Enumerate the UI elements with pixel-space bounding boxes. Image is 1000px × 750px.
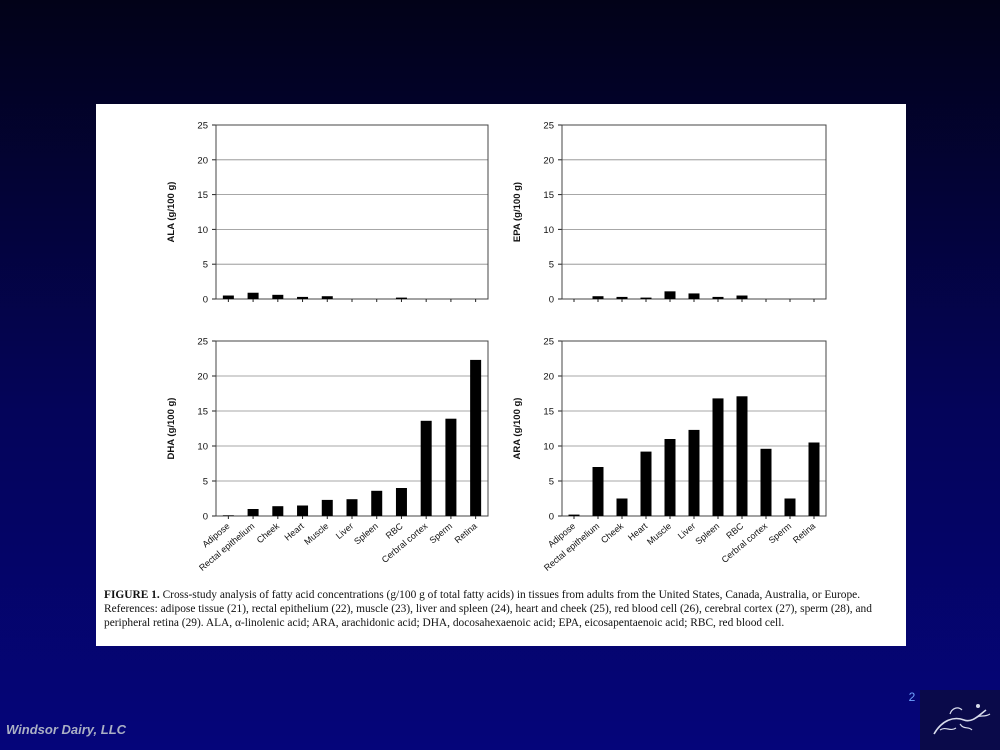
y-tick-label: 25 [197, 337, 208, 348]
y-tick-label: 10 [543, 442, 554, 453]
bar-cheek [272, 506, 284, 516]
bar-sperm [784, 498, 796, 516]
bar-spleen [712, 296, 724, 299]
y-tick-label: 0 [549, 512, 554, 523]
y-tick-label: 20 [543, 155, 554, 166]
company-logo [920, 690, 1000, 750]
bar-cerbral-cortex [760, 448, 772, 516]
y-tick-label: 25 [543, 337, 554, 348]
bar-muscle [321, 499, 333, 516]
caption-text: Cross-study analysis of fatty acid conce… [104, 589, 872, 629]
y-tick-label: 15 [197, 190, 208, 201]
bar-muscle [664, 439, 676, 516]
bar-cheek [616, 498, 628, 516]
bar-rectal-epithelium [592, 467, 604, 516]
y-axis-label: ARA (g/100 g) [512, 398, 523, 460]
bar-rbc [395, 488, 407, 516]
x-tick-label: Sperm [767, 521, 794, 546]
x-tick-label: Sperm [427, 521, 454, 546]
y-tick-label: 5 [549, 477, 554, 488]
x-tick-label: Muscle [302, 521, 330, 547]
bar-cheek [616, 296, 628, 299]
bar-heart [297, 505, 309, 516]
y-tick-label: 25 [197, 121, 208, 132]
footer-company: Windsor Dairy, LLC [6, 722, 127, 737]
bar-adipose [222, 295, 234, 299]
bar-cheek [272, 294, 284, 299]
bar-liver [688, 429, 700, 516]
x-tick-label: Spleen [352, 521, 380, 547]
y-tick-label: 10 [543, 225, 554, 236]
bar-rectal-epithelium [247, 509, 259, 516]
y-tick-label: 5 [549, 260, 554, 271]
y-tick-label: 15 [543, 407, 554, 418]
bar-sperm [445, 418, 457, 516]
y-tick-label: 5 [203, 477, 208, 488]
bar-adipose [568, 514, 580, 516]
y-tick-label: 15 [197, 407, 208, 418]
y-tick-label: 20 [543, 372, 554, 383]
x-tick-label: Retina [791, 521, 817, 545]
plot-frame [561, 124, 827, 300]
bar-retina [808, 442, 820, 516]
bar-muscle [321, 296, 333, 299]
x-tick-label: Spleen [693, 521, 721, 547]
y-tick-label: 0 [203, 512, 208, 523]
bar-rectal-epithelium [247, 292, 259, 299]
plot-frame [215, 124, 489, 300]
bar-rectal-epithelium [592, 296, 604, 299]
x-tick-label: Muscle [645, 521, 673, 547]
bar-heart [640, 297, 652, 299]
bar-rbc [736, 295, 748, 299]
bar-rbc [736, 396, 748, 516]
bar-rbc [395, 297, 407, 299]
y-tick-label: 20 [197, 372, 208, 383]
y-tick-label: 10 [197, 225, 208, 236]
bar-retina [470, 359, 482, 516]
y-tick-label: 5 [203, 260, 208, 271]
x-tick-label: Cerbral cortex [380, 521, 430, 565]
bar-muscle [664, 291, 676, 299]
y-axis-label: DHA (g/100 g) [166, 398, 177, 460]
y-tick-label: 0 [203, 295, 208, 306]
y-tick-label: 25 [543, 121, 554, 132]
x-tick-label: Retina [453, 521, 479, 545]
chart-1: 0 5 10 15 20 25 ALA (g/100 g) [166, 121, 489, 306]
x-tick-label: Cheek [255, 521, 282, 546]
y-tick-label: 0 [549, 295, 554, 306]
charts-canvas: 0 5 10 15 20 25 ALA (g/100 g) 0 5 10 15 20 25 EPA (g/… [166, 121, 827, 573]
y-tick-label: 15 [543, 190, 554, 201]
bar-liver [346, 499, 358, 516]
caption-label: FIGURE 1. [104, 589, 160, 601]
figure-caption: FIGURE 1. Cross-study analysis of fatty … [104, 588, 900, 630]
bar-spleen [371, 490, 383, 516]
y-tick-label: 20 [197, 155, 208, 166]
bar-liver [688, 293, 700, 299]
bar-cerbral-cortex [420, 420, 432, 516]
x-tick-label: Cheek [599, 521, 626, 546]
bar-heart [640, 451, 652, 516]
page-number: 2 [908, 690, 916, 704]
chart-2: 0 5 10 15 20 25 EPA (g/100 g) [512, 121, 827, 306]
y-axis-label: ALA (g/100 g) [166, 182, 177, 243]
figure-panel: 0 5 10 15 20 25 ALA (g/100 g) 0 5 10 15 20 25 EPA (g/… [96, 104, 906, 646]
y-axis-label: EPA (g/100 g) [512, 182, 523, 242]
bar-adipose [222, 515, 234, 516]
x-tick-label: Cerbral cortex [720, 521, 770, 565]
bar-heart [297, 296, 309, 299]
y-tick-label: 10 [197, 442, 208, 453]
bar-spleen [712, 398, 724, 516]
